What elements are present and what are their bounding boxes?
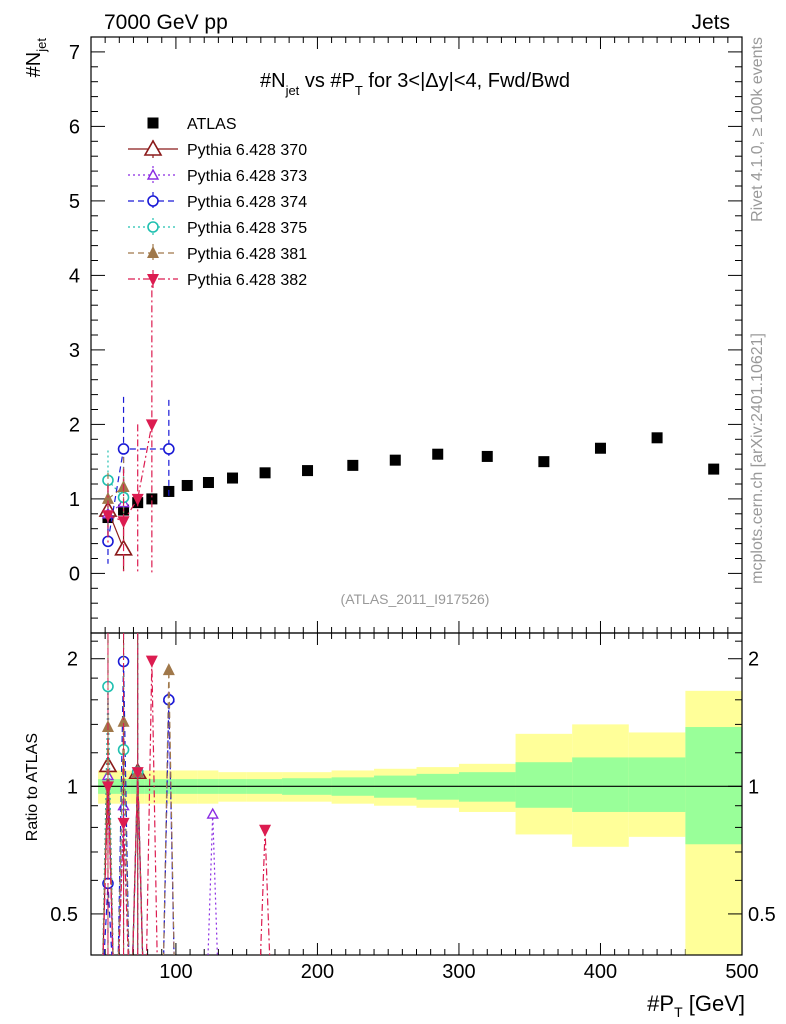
ratio-y-tick-label: 2 [67, 649, 78, 671]
y-tick-label-main: 5 [69, 191, 80, 213]
ratio-series-line [102, 670, 175, 955]
data-point-atlas [259, 467, 271, 479]
data-point-atlas [146, 493, 158, 505]
legend-label: Pythia 6.428 374 [187, 194, 307, 211]
x-axis-label: #PT [GeV] [647, 991, 745, 1020]
series-pythia-6.428-382 [101, 275, 158, 574]
data-point-atlas [389, 454, 401, 466]
ratio-frame [90, 632, 743, 956]
header-right: Jets [691, 11, 730, 34]
legend-label-atlas: ATLAS [187, 116, 237, 133]
ratio-series-point [123, 954, 124, 955]
legend-marker [147, 246, 159, 258]
series-point [101, 510, 114, 523]
ratio-y-tick-label: 0.5 [50, 904, 78, 926]
data-point-atlas [538, 456, 550, 468]
ratio-series-point [117, 817, 130, 830]
legend-marker [146, 168, 160, 180]
ratio-series-point [131, 767, 144, 780]
ratio-band-inner [515, 762, 573, 808]
data-point-atlas [347, 459, 359, 471]
ratio-series-point [259, 824, 272, 837]
ratio-y-tick-label-right: 2 [748, 649, 759, 671]
ratio-series-point [206, 807, 219, 819]
legend-marker-atlas [147, 117, 159, 129]
reference-label: (ATLAS_2011_I917526) [341, 591, 490, 607]
ratio-series-point [117, 714, 130, 727]
legend-label: Pythia 6.428 373 [187, 168, 307, 185]
y-tick-label-main: 1 [69, 489, 80, 511]
side-label-rivet: Rivet 4.1.0, ≥ 100k events [749, 37, 766, 222]
x-tick-label: 500 [725, 961, 758, 983]
ratio-series-point [101, 781, 114, 794]
x-tick-label: 200 [301, 961, 334, 983]
data-point-atlas [227, 472, 239, 484]
ratio-band-inner [628, 757, 686, 812]
data-point-atlas [594, 442, 606, 454]
ratio-band-inner [572, 757, 629, 812]
series-point [131, 493, 144, 506]
y-tick-label-main: 0 [69, 563, 80, 585]
data-point-atlas [202, 477, 214, 489]
ratio-series-point [228, 1003, 238, 1012]
ratio-series-line [102, 660, 271, 955]
legend-label: Pythia 6.428 370 [187, 142, 307, 159]
legend-marker [147, 274, 159, 286]
series-line [107, 479, 124, 498]
x-tick-label: 100 [159, 961, 192, 983]
data-point-atlas [432, 448, 444, 460]
data-point-atlas [302, 465, 314, 477]
ratio-y-tick-label-right: 1 [748, 776, 759, 798]
chart-title: #Njet vs #PT for 3<|Δy|<4, Fwd/Bwd [260, 70, 570, 98]
y-axis-label-ratio: Ratio to ATLAS [24, 733, 41, 841]
ratio-plot: 100 200 300 400 500 0.5 0.5 1 1 2 2 [50, 632, 776, 1012]
ratio-series-point [162, 663, 175, 676]
legend-marker [147, 221, 159, 233]
series-point [101, 491, 114, 504]
legend: ATLAS Pythia 6.428 370 Pythia 6.428 373 Pyt… [128, 116, 307, 289]
legend-label: Pythia 6.428 375 [187, 220, 307, 237]
y-tick-label-main: 6 [69, 116, 80, 138]
x-tick-label: 400 [584, 961, 617, 983]
ratio-series-point [145, 655, 158, 668]
series-point [145, 419, 158, 432]
y-tick-label-main: 3 [69, 340, 80, 362]
header-left: 7000 GeV pp [104, 11, 228, 34]
ratio-y-tick-label-right: 0.5 [748, 904, 776, 926]
y-tick-label-main: 4 [69, 265, 80, 287]
series-line [107, 486, 124, 500]
series-point [117, 443, 130, 455]
y-tick-label-main: 2 [69, 414, 80, 436]
series-point [163, 443, 175, 455]
side-label-mcplots: mcplots.cern.ch [arXiv:2401.10621] [749, 333, 766, 584]
x-tick-label: 300 [442, 961, 475, 983]
data-point-atlas [181, 479, 193, 491]
legend-label: Pythia 6.428 382 [187, 272, 307, 289]
legend-label: Pythia 6.428 381 [187, 246, 307, 263]
y-axis-label-main: #Njet [23, 38, 49, 78]
data-point-atlas [651, 432, 663, 444]
legend-marker [143, 139, 163, 156]
series-point [117, 516, 130, 529]
ratio-band-inner [685, 727, 742, 845]
legend-marker [147, 195, 159, 207]
series-line [107, 424, 153, 522]
data-point-atlas [708, 463, 720, 475]
ratio-series-pythia-6.428-382 [101, 633, 272, 955]
ratio-y-tick-label: 1 [67, 776, 78, 798]
main-plot: 0 1 2 3 4 5 6 7 [69, 36, 743, 955]
data-point-atlas [481, 450, 493, 462]
y-tick-label-main: 7 [69, 42, 80, 64]
